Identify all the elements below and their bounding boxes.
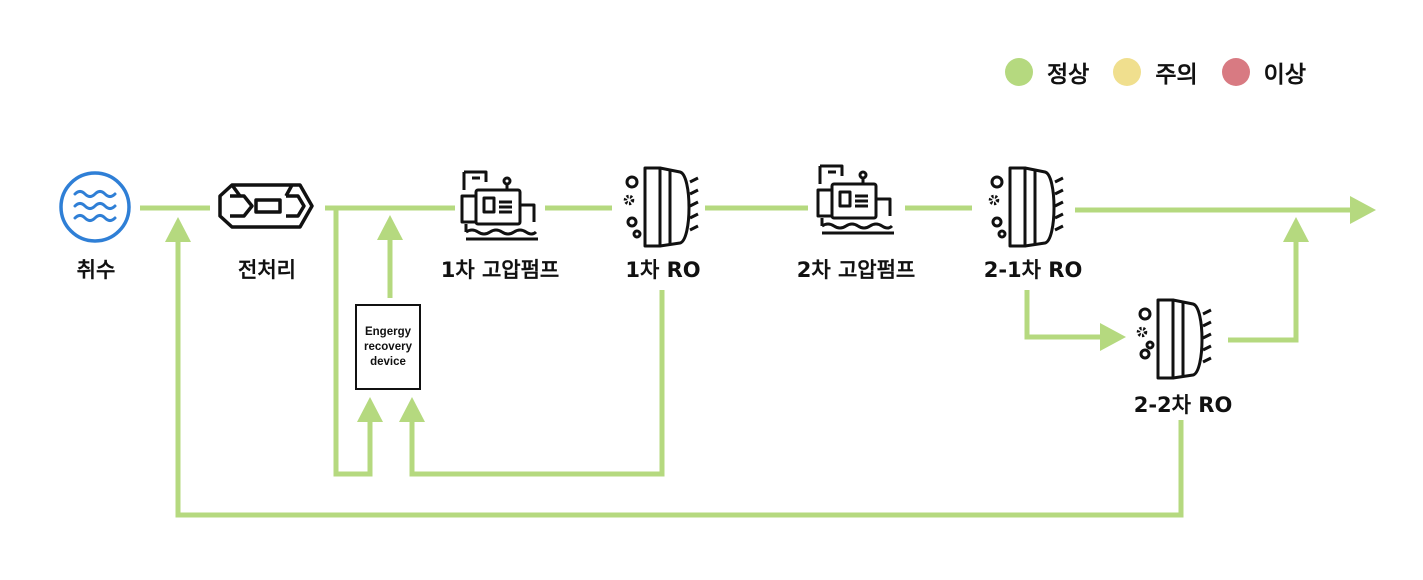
ro22-label: 2-2차 RO [1133, 393, 1233, 417]
flow-ro22-return [175, 242, 1184, 518]
erd-label-text: Engergy recovery device [364, 325, 412, 368]
ro-membrane-icon [623, 166, 699, 248]
ro-membrane-icon [1136, 298, 1212, 380]
ro21-label: 2-1차 RO [983, 258, 1083, 282]
flow-ro21-to-ro22 [1024, 290, 1102, 340]
flow-ro1-to-erd [409, 290, 665, 477]
high-pressure-pump-icon [816, 164, 894, 235]
pretreatment-label: 전처리 [238, 258, 296, 282]
legend-caution-label: 주의 [1155, 62, 1198, 88]
legend-error-dot [1221, 58, 1250, 86]
pretreatment-filter-icon [218, 183, 314, 229]
flow-lines [140, 205, 1355, 518]
status-legend: 정상 주의 이상 [1005, 55, 1330, 89]
arrowhead-erd-in-right [399, 397, 425, 422]
arrowhead-return-intake [165, 217, 191, 242]
pump2-label: 2차 고압펌프 [796, 258, 916, 282]
legend-normal: 정상 [1005, 55, 1089, 89]
legend-caution: 주의 [1113, 55, 1198, 89]
arrowhead-ro22-in [1100, 323, 1126, 351]
water-wave-icon [59, 171, 131, 243]
erd-label: Engergy recovery device [364, 325, 412, 370]
ro1-label: 1차 RO [625, 258, 701, 282]
flow-ro22-out [1228, 242, 1299, 343]
energy-recovery-device: Engergy recovery device [355, 304, 421, 390]
legend-normal-dot [1005, 58, 1033, 86]
flow-arrowheads [165, 196, 1376, 422]
flow-pretreat-to-erd [333, 208, 373, 477]
arrowhead-erd-to-pump1 [377, 215, 403, 240]
legend-normal-label: 정상 [1047, 62, 1090, 88]
high-pressure-pump-icon [460, 170, 538, 241]
intake-label: 취수 [76, 258, 116, 282]
ro-membrane-icon [988, 166, 1064, 248]
arrowhead-ro22-out [1283, 217, 1309, 242]
arrowhead-outlet [1350, 196, 1376, 224]
arrowhead-erd-in-left [357, 397, 383, 422]
legend-error: 이상 [1221, 55, 1306, 89]
legend-error-label: 이상 [1263, 62, 1306, 88]
pump1-label: 1차 고압펌프 [440, 258, 560, 282]
legend-caution-dot [1113, 58, 1142, 86]
